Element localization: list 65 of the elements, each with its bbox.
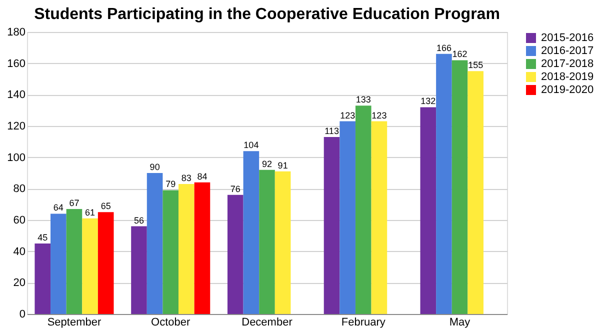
- data-label: 104: [244, 140, 259, 150]
- data-label: 123: [372, 110, 387, 120]
- data-label: 64: [53, 202, 64, 213]
- y-tick-label: 160: [7, 58, 26, 70]
- data-label: 91: [278, 160, 288, 170]
- x-tick-label: October: [151, 316, 191, 328]
- data-label: 92: [262, 158, 272, 169]
- bar: [162, 190, 179, 314]
- bar: [34, 244, 51, 314]
- data-label: 84: [197, 171, 208, 182]
- y-tick-label: 80: [13, 183, 26, 196]
- bar: [194, 182, 210, 314]
- x-tick-label: May: [449, 316, 471, 328]
- bar: [50, 214, 66, 314]
- bar: [371, 121, 388, 314]
- bar: [131, 226, 147, 314]
- y-tick-label: 140: [7, 89, 26, 102]
- chart-title: Students Participating in the Cooperative Education Program: [34, 6, 500, 23]
- bar: [340, 121, 356, 314]
- bar: [452, 60, 468, 314]
- y-tick-label: 20: [13, 277, 26, 290]
- bar: [259, 170, 275, 314]
- y-tick-label: 100: [7, 152, 26, 164]
- data-label: 45: [38, 232, 48, 242]
- bar: [274, 171, 291, 314]
- bar: [66, 209, 82, 314]
- bar: [227, 194, 244, 314]
- y-tick-label: 0: [19, 308, 26, 320]
- bar: [178, 184, 194, 314]
- data-label: 61: [85, 207, 96, 218]
- bar: [146, 173, 163, 314]
- legend-label: 2019-2020: [541, 84, 594, 96]
- y-tick-label: 60: [13, 214, 26, 226]
- data-label: 56: [134, 215, 144, 226]
- y-tick-label: 180: [7, 26, 26, 38]
- x-tick-label: December: [242, 316, 293, 328]
- data-label: 166: [436, 42, 452, 53]
- data-label: 90: [150, 162, 160, 172]
- data-label: 65: [100, 201, 111, 212]
- legend-label: 2018-2019: [541, 71, 594, 83]
- data-label: 162: [452, 49, 468, 60]
- data-label: 155: [468, 60, 484, 70]
- bar: [355, 106, 372, 314]
- y-tick-label: 40: [13, 246, 26, 258]
- bar: [243, 151, 260, 314]
- data-label: 83: [181, 172, 192, 183]
- data-label: 133: [356, 94, 371, 105]
- y-tick-label: 120: [7, 120, 26, 132]
- bar: [436, 54, 452, 314]
- legend-label: 2015-2016: [541, 32, 594, 44]
- data-label: 67: [69, 198, 80, 208]
- data-label: 79: [166, 179, 176, 190]
- bar: [324, 136, 340, 314]
- x-tick-label: September: [47, 316, 102, 328]
- legend-label: 2016-2017: [541, 45, 594, 57]
- data-label: 132: [420, 96, 436, 106]
- bar: [420, 107, 436, 314]
- data-label: 76: [230, 184, 240, 194]
- data-label: 123: [340, 110, 356, 120]
- bar: [98, 212, 114, 314]
- bar: [82, 218, 98, 314]
- x-tick-label: February: [341, 316, 386, 328]
- legend-label: 2017-2018: [541, 58, 594, 70]
- bar: [468, 71, 484, 314]
- data-label: 113: [324, 126, 339, 136]
